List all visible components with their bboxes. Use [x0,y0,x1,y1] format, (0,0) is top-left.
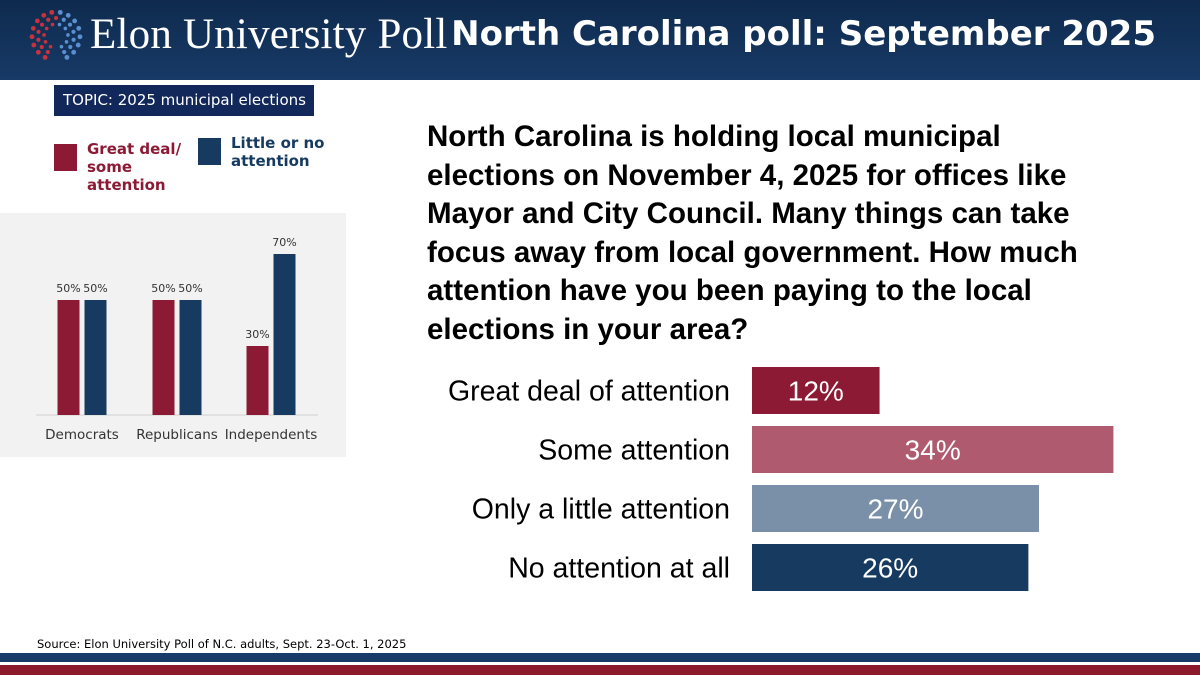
bar-value-label: 50% [151,282,175,295]
bar-only-a-little-attention [752,485,1040,532]
logo-dot [36,37,41,42]
legend-item-great-some: Great deal/ some attention [54,140,181,194]
logo-dot [72,18,78,24]
category-label: Some attention [538,435,730,467]
logo-dot [67,22,73,27]
category-label: Republicans [136,427,218,443]
legend-line: Great deal/ [87,140,182,158]
category-label: Independents [225,427,318,443]
logo-dot [59,44,64,49]
bar-democrats-little-none [84,300,107,415]
logo-dot [39,44,44,50]
logo-dot [31,42,37,48]
category-label: No attention at all [508,553,730,585]
logo-dot [68,44,73,50]
page-title: North Carolina poll: September 2025 [451,14,1156,54]
footer-stripe-white [0,662,1200,665]
header-banner: Elon University Poll North Carolina poll… [0,0,1200,80]
category-label: Only a little attention [472,494,730,526]
logo-dot [42,54,48,60]
bar-value-label: 12% [788,376,844,407]
bar-value-label: 27% [867,494,923,525]
logo-dot [36,29,41,34]
bar-republicans-attention [152,300,175,415]
topic-badge: TOPIC: 2025 municipal elections [54,85,314,116]
logo-dot [64,40,69,44]
logo-dot [45,49,50,55]
logo-dot [46,17,51,22]
poll-logo-icon [29,9,83,60]
category-label: Democrats [45,427,119,443]
logo-dot [57,22,62,27]
legend-swatch-great-some [54,144,77,171]
logo-dot [77,34,83,40]
logo-dot [75,42,81,48]
logo-dot [43,40,48,44]
logo-dot [53,15,59,21]
category-label: Great deal of attention [448,376,730,408]
bar-great-deal-of-attention [752,367,880,414]
logo-dot [61,17,66,22]
legend-item-little-none: Little or no attention [198,134,325,170]
legend-line: Little or no [231,134,325,152]
bar-value-label: 70% [272,236,296,249]
brand-name: Elon University Poll [90,11,448,58]
logo-dot [35,49,41,55]
source-note: Source: Elon University Poll of N.C. adu… [37,637,407,651]
logo-dot [50,22,55,27]
legend-swatch-little-none [198,138,221,165]
legend-label-great-some: Great deal/ some attention [87,140,181,194]
logo-dot [48,44,53,49]
logo-dot [63,26,68,31]
bar-democrats-attention [57,300,80,415]
logo-dot [39,22,45,27]
footer-stripe-red [0,665,1200,675]
logo-dot [76,25,82,31]
logo-dot [71,49,77,55]
legend-line: some [87,158,133,176]
logo-dot [57,9,63,15]
logo-dot [34,18,40,24]
logo-dot [44,26,49,31]
question-text: North Carolina is holding local municipa… [427,120,1078,346]
logo-dot [42,33,46,37]
bar-value-label: 26% [862,553,918,584]
bar-no-attention-at-all [752,544,1029,591]
logo-dot [49,9,55,15]
attention-chart-area: Great deal of attention 12% Some attention… [400,360,1200,600]
logo-dot [62,49,67,55]
bar-value-label: 30% [245,328,269,341]
bar-independents-little-none [273,254,296,415]
logo-dot [41,12,47,18]
bar-value-label: 50% [83,282,107,295]
attention-bar-chart: Great deal of attention 12% Some attention… [448,367,1114,591]
logo-dot [65,12,71,18]
legend-line: attention [231,152,310,170]
logo-dot [66,33,70,37]
bar-value-label: 34% [905,435,961,466]
logo-dot [64,54,70,60]
logo-dot [29,34,35,40]
logo-dot [71,29,76,34]
bar-republicans-little-none [179,300,202,415]
footer-stripe-blue [0,653,1200,662]
logo-dot [71,37,76,42]
bar-some-attention [752,426,1114,473]
bar-value-label: 50% [178,282,202,295]
bar-independents-attention [246,346,269,415]
legend-line: attention [87,176,166,194]
bar-value-label: 50% [56,282,80,295]
party-chart-panel: 50% 50% Democrats 50% 50% Republicans 30% 70% In… [0,213,346,457]
logo-dot [30,25,36,31]
legend-label-little-none: Little or no attention [231,134,325,170]
